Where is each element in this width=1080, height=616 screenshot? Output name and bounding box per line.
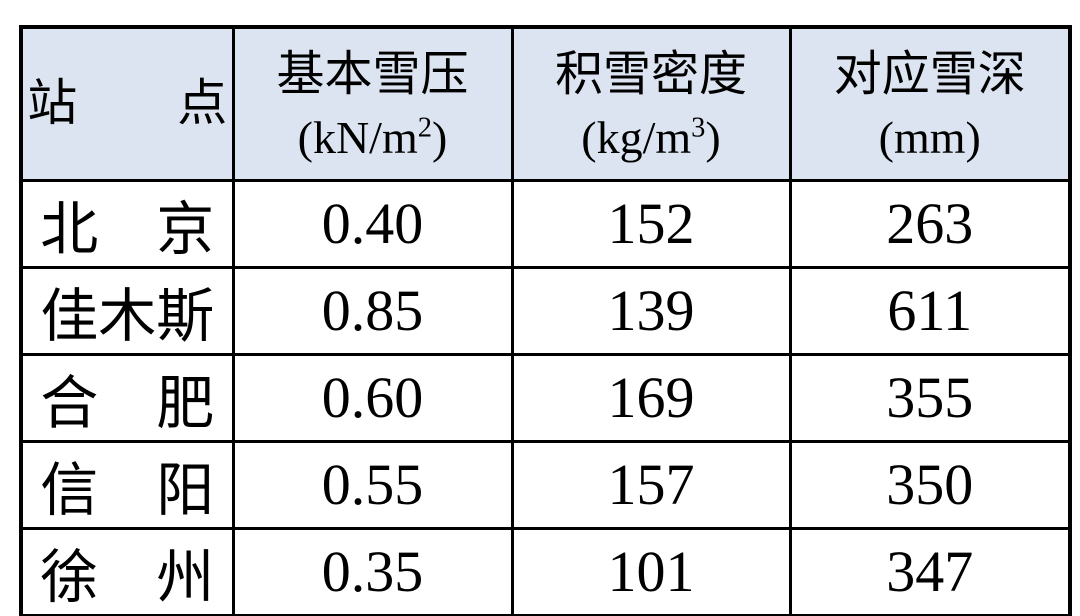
unit-suffix: ) bbox=[965, 111, 981, 163]
header-snow-pressure-unit: (kN/m2) bbox=[235, 109, 511, 167]
value-cell: 355 bbox=[788, 352, 1072, 443]
value-cell: 139 bbox=[510, 265, 792, 356]
table-header: 站 点 基本雪压 (kN/m2) 积雪密度 (kg/m3) 对应雪深 (mm) bbox=[19, 25, 1072, 182]
snow-data-table: 站 点 基本雪压 (kN/m2) 积雪密度 (kg/m3) 对应雪深 (mm) … bbox=[19, 25, 1072, 616]
table-row-beijing: 北 京 0.40 152 263 bbox=[19, 178, 1072, 269]
value-cell: 350 bbox=[788, 439, 1072, 530]
station-cell: 北 京 bbox=[19, 178, 235, 269]
value-cell: 101 bbox=[510, 526, 792, 616]
header-station-label: 站 点 bbox=[27, 75, 228, 132]
unit-suffix: ) bbox=[432, 111, 448, 163]
station-cell: 徐 州 bbox=[19, 526, 235, 616]
header-cell-basic-snow-pressure: 基本雪压 (kN/m2) bbox=[231, 25, 514, 182]
unit-superscript: 2 bbox=[417, 112, 433, 144]
value-cell: 0.85 bbox=[231, 265, 514, 356]
header-row: 站 点 基本雪压 (kN/m2) 积雪密度 (kg/m3) 对应雪深 (mm) bbox=[19, 25, 1072, 182]
header-snow-density-unit: (kg/m3) bbox=[514, 109, 789, 167]
value-cell: 0.35 bbox=[231, 526, 514, 616]
value-cell: 152 bbox=[510, 178, 792, 269]
value-cell: 0.60 bbox=[231, 352, 514, 443]
unit-prefix: (mm bbox=[878, 111, 966, 163]
header-snow-pressure-label: 基本雪压 bbox=[276, 48, 469, 102]
table-row-jiamusi: 佳木斯 0.85 139 611 bbox=[19, 265, 1072, 356]
value-cell: 611 bbox=[788, 265, 1072, 356]
value-cell: 0.40 bbox=[231, 178, 514, 269]
table-row-hefei: 合 肥 0.60 169 355 bbox=[19, 352, 1072, 443]
value-cell: 169 bbox=[510, 352, 792, 443]
station-cell: 合 肥 bbox=[19, 352, 235, 443]
header-cell-snow-density: 积雪密度 (kg/m3) bbox=[510, 25, 792, 182]
header-cell-station: 站 点 bbox=[19, 25, 235, 182]
value-cell: 157 bbox=[510, 439, 792, 530]
station-cell: 信 阳 bbox=[19, 439, 235, 530]
header-snow-density-label: 积雪密度 bbox=[554, 48, 747, 102]
header-snow-depth-unit: (mm) bbox=[792, 109, 1069, 167]
value-cell: 347 bbox=[788, 526, 1072, 616]
table-row-xuzhou: 徐 州 0.35 101 347 bbox=[19, 526, 1072, 616]
unit-suffix: ) bbox=[705, 111, 721, 163]
unit-superscript: 3 bbox=[691, 112, 706, 144]
value-cell: 263 bbox=[788, 178, 1072, 269]
header-snow-depth-label: 对应雪深 bbox=[833, 48, 1026, 102]
unit-prefix: (kg/m bbox=[581, 111, 692, 163]
station-cell: 佳木斯 bbox=[19, 265, 235, 356]
value-cell: 0.55 bbox=[231, 439, 514, 530]
unit-prefix: (kN/m bbox=[297, 111, 418, 163]
header-cell-snow-depth: 对应雪深 (mm) bbox=[788, 25, 1072, 182]
table-body: 北 京 0.40 152 263 佳木斯 0.85 139 611 合 肥 0.… bbox=[19, 178, 1072, 616]
table-row-xinyang: 信 阳 0.55 157 350 bbox=[19, 439, 1072, 530]
